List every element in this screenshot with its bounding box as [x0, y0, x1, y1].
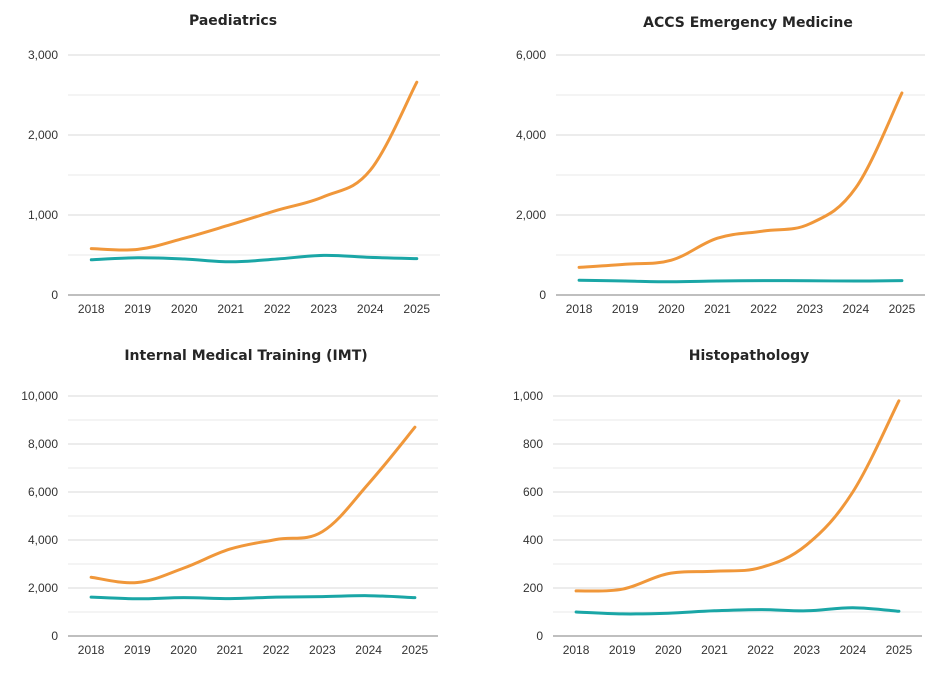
x-tick-label: 2022 — [747, 643, 774, 657]
y-tick-label: 8,000 — [28, 437, 58, 451]
x-tick-label: 2023 — [309, 643, 336, 657]
y-tick-label: 0 — [539, 288, 546, 302]
chart-2: 0 2,000 4,000 6,000 2018 2019 2020 2021 2022 2023… — [516, 15, 925, 316]
y-tick-label: 800 — [523, 437, 543, 451]
x-tick-label: 2020 — [655, 643, 682, 657]
series-line-1 — [89, 80, 419, 252]
y-tick-label: 1,000 — [28, 208, 58, 222]
x-tick-label: 2025 — [886, 643, 913, 657]
x-tick-label: 2023 — [310, 302, 337, 316]
y-tick-label: 3,000 — [28, 48, 58, 62]
chart-title: Internal Medical Training (IMT) — [124, 348, 367, 364]
series-line-2 — [577, 278, 904, 284]
y-tick-label: 200 — [523, 581, 543, 595]
chart-3: 0 2,000 4,000 6,000 8,000 10,000 2018 2019 2020 2… — [21, 348, 438, 657]
x-tick-label: 2023 — [793, 643, 820, 657]
chart-title: Paediatrics — [189, 13, 277, 29]
x-tick-label: 2019 — [124, 643, 151, 657]
series-line-1 — [89, 425, 417, 585]
y-tick-label: 6,000 — [28, 485, 58, 499]
x-tick-label: 2019 — [612, 302, 639, 316]
x-tick-label: 2019 — [609, 643, 636, 657]
y-tick-label: 600 — [523, 485, 543, 499]
x-tick-label: 2018 — [563, 643, 590, 657]
x-tick-label: 2021 — [704, 302, 731, 316]
chart-4: 0 200 400 600 800 1,000 2018 2019 2020 2021 2022 20… — [513, 348, 922, 657]
x-tick-label: 2025 — [889, 302, 916, 316]
x-tick-label: 2019 — [124, 302, 151, 316]
x-tick-label: 2022 — [750, 302, 777, 316]
chart-title: Histopathology — [689, 348, 809, 364]
y-tick-label: 2,000 — [28, 128, 58, 142]
x-tick-label: 2020 — [170, 643, 197, 657]
x-tick-label: 2023 — [796, 302, 823, 316]
y-tick-label: 10,000 — [21, 389, 58, 403]
y-tick-label: 0 — [51, 288, 58, 302]
x-tick-label: 2025 — [402, 643, 429, 657]
x-tick-label: 2021 — [217, 302, 244, 316]
chart-title: ACCS Emergency Medicine — [643, 15, 853, 31]
series-line-1 — [577, 91, 904, 269]
x-tick-label: 2025 — [403, 302, 430, 316]
series-line-2 — [574, 606, 901, 616]
y-tick-label: 4,000 — [516, 128, 546, 142]
y-tick-label: 0 — [536, 629, 543, 643]
x-tick-label: 2022 — [263, 643, 290, 657]
x-tick-label: 2021 — [701, 643, 728, 657]
y-tick-label: 0 — [51, 629, 58, 643]
x-tick-label: 2018 — [78, 643, 105, 657]
x-tick-label: 2018 — [78, 302, 105, 316]
x-tick-label: 2020 — [658, 302, 685, 316]
x-tick-label: 2024 — [357, 302, 384, 316]
x-tick-label: 2021 — [217, 643, 244, 657]
y-tick-label: 6,000 — [516, 48, 546, 62]
y-tick-label: 2,000 — [28, 581, 58, 595]
y-tick-label: 1,000 — [513, 389, 543, 403]
y-tick-label: 4,000 — [28, 533, 58, 547]
series-line-1 — [574, 399, 901, 593]
x-tick-label: 2024 — [355, 643, 382, 657]
x-tick-label: 2024 — [839, 643, 866, 657]
x-tick-label: 2024 — [842, 302, 869, 316]
y-tick-label: 2,000 — [516, 208, 546, 222]
x-tick-label: 2018 — [566, 302, 593, 316]
chart-1: 0 1,000 2,000 3,000 2018 2019 2020 2021 2022 2023… — [28, 13, 440, 316]
x-tick-label: 2020 — [171, 302, 198, 316]
x-tick-label: 2022 — [264, 302, 291, 316]
series-line-2 — [89, 594, 417, 601]
y-tick-label: 400 — [523, 533, 543, 547]
series-line-2 — [89, 253, 419, 264]
